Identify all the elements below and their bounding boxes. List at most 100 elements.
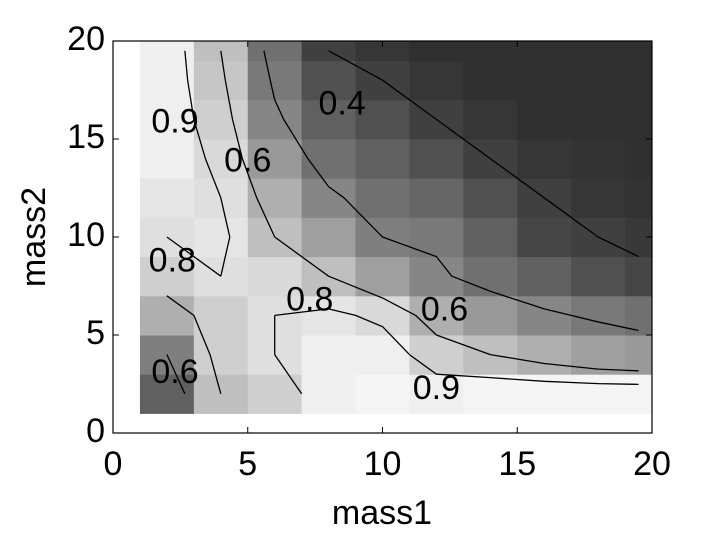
- heatmap-cell: [517, 139, 572, 179]
- heatmap-cell: [571, 41, 626, 62]
- heatmap-cell: [355, 178, 410, 218]
- heatmap-cell: [463, 60, 518, 101]
- heatmap-cell: [517, 217, 572, 258]
- heatmap-cell: [193, 335, 249, 375]
- contour-label: 0.6: [224, 142, 271, 180]
- heatmap-cell: [301, 139, 357, 179]
- contour-label: 0.6: [421, 290, 468, 328]
- x-tick-label: 5: [238, 445, 257, 483]
- contour-line: [166, 50, 639, 395]
- heatmap-cell: [301, 374, 357, 414]
- x-tick-label: 15: [498, 445, 536, 483]
- x-tick-label: 0: [104, 445, 123, 483]
- heatmap-cell: [571, 295, 626, 336]
- heatmap-cell: [625, 139, 653, 179]
- heatmap-cell: [247, 139, 303, 179]
- heatmap-cell: [625, 374, 653, 414]
- heatmap-cell: [463, 295, 518, 336]
- heatmap-cell: [571, 99, 626, 140]
- heatmap-cell: [463, 99, 518, 140]
- y-axis-label: mass2: [15, 187, 53, 287]
- heatmap-cell: [409, 374, 464, 414]
- heatmap-cell: [301, 295, 357, 336]
- heatmap-cell: [301, 217, 357, 258]
- heatmap-cell: [301, 99, 357, 140]
- heatmap-cell: [193, 295, 249, 336]
- heatmap-cell: [193, 374, 249, 414]
- contour-label: 0.9: [413, 369, 460, 407]
- heatmap-cell: [355, 99, 410, 140]
- heatmap-cell: [625, 60, 653, 101]
- heatmap-cell: [139, 374, 195, 414]
- heatmap-cell: [463, 178, 518, 218]
- heatmap-cell: [139, 139, 195, 179]
- heatmap-cell: [517, 295, 572, 336]
- heatmap-cell: [517, 60, 572, 101]
- heatmap-cell: [571, 374, 626, 414]
- heatmap-cell: [409, 60, 464, 101]
- x-tick-label: 10: [364, 445, 402, 483]
- contour-line: [328, 50, 639, 258]
- contour-label: 0.9: [151, 102, 198, 140]
- heatmap-cell: [193, 99, 249, 140]
- heatmap-cell: [625, 178, 653, 218]
- y-tick-label: 10: [67, 216, 105, 254]
- heatmap-cell: [355, 374, 410, 414]
- heatmap-cell: [409, 178, 464, 218]
- heatmap-cell: [139, 99, 195, 140]
- heatmap-cell: [409, 139, 464, 179]
- heatmap-cell: [139, 178, 195, 218]
- heatmap-cell: [571, 178, 626, 218]
- heatmap-cell: [625, 99, 653, 140]
- heatmap-cell: [193, 60, 249, 101]
- contour-line: [166, 50, 639, 395]
- y-tick-label: 0: [86, 412, 105, 450]
- y-tick-label: 20: [67, 20, 105, 58]
- heatmap-cell: [517, 256, 572, 297]
- heatmap-cell: [463, 217, 518, 258]
- heatmap-cell: [247, 178, 303, 218]
- contour-line: [166, 50, 639, 394]
- heatmap-cell: [355, 41, 410, 62]
- heatmap-cell: [463, 256, 518, 297]
- heatmap-cell: [139, 41, 195, 62]
- heatmap-cell: [247, 41, 303, 62]
- x-axis-label: mass1: [332, 494, 432, 532]
- heatmap-cell: [139, 295, 195, 336]
- heatmap-cell: [301, 335, 357, 375]
- heatmap-cell: [625, 256, 653, 297]
- heatmap-cell: [571, 60, 626, 101]
- heatmap-cell: [355, 256, 410, 297]
- heatmap-cell: [247, 99, 303, 140]
- heatmap-cell: [409, 41, 464, 62]
- heatmap-cell: [517, 41, 572, 62]
- x-tick-label: 20: [633, 445, 671, 483]
- heatmap-cell: [409, 295, 464, 336]
- heatmap-cell: [301, 60, 357, 101]
- heatmap-cell: [571, 335, 626, 375]
- heatmap-cell: [193, 217, 249, 258]
- contour-label: 0.6: [151, 353, 198, 391]
- heatmap-cell: [355, 335, 410, 375]
- y-tick-label: 5: [86, 314, 105, 352]
- heatmap-cell: [247, 60, 303, 101]
- heatmap-cell: [625, 41, 653, 62]
- heatmap-cell: [247, 256, 303, 297]
- heatmap-cell: [517, 99, 572, 140]
- heatmap-cell: [409, 256, 464, 297]
- heatmap-cell: [463, 374, 518, 414]
- y-tick-label: 15: [67, 118, 105, 156]
- heatmap-cell: [301, 178, 357, 218]
- contour-label: 0.8: [286, 281, 333, 319]
- heatmap-cell: [355, 295, 410, 336]
- heatmap-cell: [625, 335, 653, 375]
- heatmap-cell: [571, 256, 626, 297]
- contour-label: 0.4: [318, 85, 365, 123]
- heatmap-cell: [625, 295, 653, 336]
- plot-area: 0.9 0.6 0.4 0.8 0.8 0.6 0.6 0.9: [139, 41, 653, 414]
- heatmap-cell: [517, 335, 572, 375]
- heatmap-cell: [139, 256, 195, 297]
- contour-label: 0.8: [149, 241, 196, 279]
- heatmap-cell: [463, 41, 518, 62]
